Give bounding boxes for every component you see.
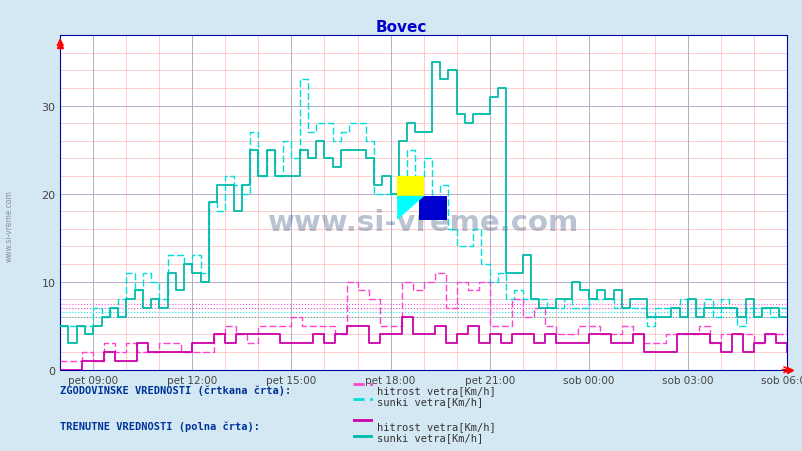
Text: sunki vetra[Km/h]: sunki vetra[Km/h] [377, 396, 483, 406]
Polygon shape [397, 196, 424, 221]
Text: TRENUTNE VREDNOSTI (polna črta):: TRENUTNE VREDNOSTI (polna črta): [60, 421, 260, 432]
Text: hitrost vetra[Km/h]: hitrost vetra[Km/h] [377, 421, 496, 431]
Text: www.si-vreme.com: www.si-vreme.com [5, 189, 14, 262]
Text: www.si-vreme.com: www.si-vreme.com [268, 209, 578, 237]
Text: Bovec: Bovec [375, 20, 427, 35]
Bar [419, 196, 446, 221]
Bar [397, 177, 424, 201]
Text: sunki vetra[Km/h]: sunki vetra[Km/h] [377, 433, 483, 442]
Text: hitrost vetra[Km/h]: hitrost vetra[Km/h] [377, 385, 496, 395]
Text: ZGODOVINSKE VREDNOSTI (črtkana črta):: ZGODOVINSKE VREDNOSTI (črtkana črta): [60, 385, 291, 396]
